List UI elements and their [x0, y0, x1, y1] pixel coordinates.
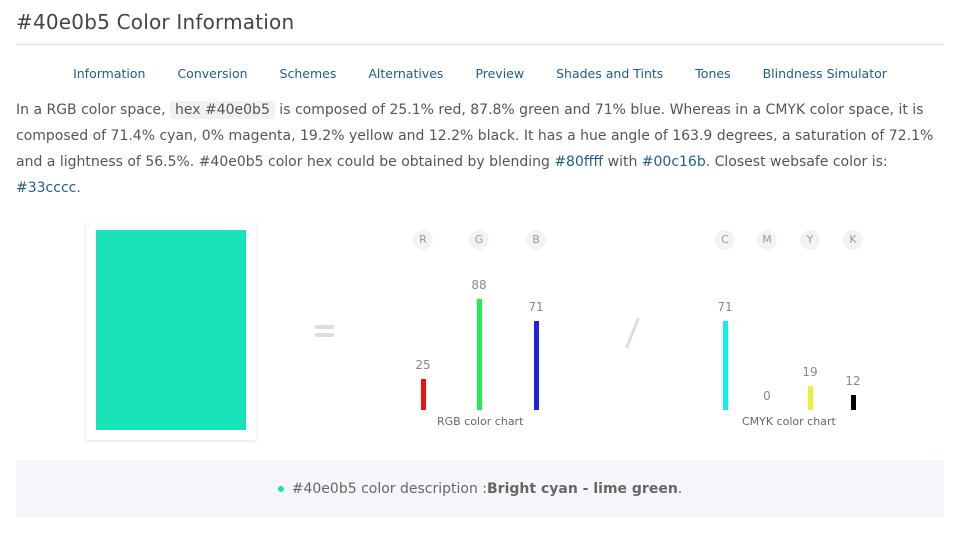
tab-information[interactable]: Information — [73, 66, 146, 81]
summary-text-3: with — [603, 154, 642, 170]
websafe-color-link[interactable]: #33cccc — [16, 180, 77, 196]
cmyk-k-bar — [850, 394, 856, 410]
cmyk-k-channel-icon: K — [843, 230, 863, 250]
equals-icon — [315, 325, 334, 341]
cmyk-chart-label: CMYK color chart — [742, 415, 836, 428]
bullet-dot-icon — [277, 485, 284, 492]
tab-conversion[interactable]: Conversion — [177, 66, 248, 81]
rgb-g-bar — [476, 299, 482, 410]
color-description-name: Bright cyan - lime green — [487, 480, 678, 497]
cmyk-m-channel-icon: M — [757, 230, 777, 250]
page-title: #40e0b5 Color Information — [16, 10, 295, 34]
tab-alternatives[interactable]: Alternatives — [368, 66, 444, 81]
color-swatch — [96, 230, 246, 430]
rgb-g-channel-icon: G — [469, 230, 489, 250]
blend-color-link-2[interactable]: #00c16b — [641, 154, 706, 170]
section-tabs: Information Conversion Schemes Alternati… — [16, 66, 944, 81]
title-divider — [16, 44, 944, 45]
tab-tones[interactable]: Tones — [695, 66, 731, 81]
cmyk-c-channel-icon: C — [715, 230, 735, 250]
cmyk-m-value-label: 0 — [763, 389, 771, 403]
cmyk-c-bar — [722, 320, 728, 410]
rgb-r-value-label: 25 — [415, 357, 431, 372]
cmyk-y-value-label: 19 — [802, 365, 818, 380]
color-description-box: #40e0b5 color description : Bright cyan … — [16, 460, 944, 517]
color-swatch-card — [86, 222, 256, 440]
summary-text-5: . — [76, 180, 81, 196]
blend-color-link-1[interactable]: #80ffff — [554, 154, 604, 170]
tab-schemes[interactable]: Schemes — [279, 66, 337, 81]
rgb-b-value-label: 71 — [528, 299, 544, 314]
cmyk-y-channel-icon: Y — [800, 230, 820, 250]
rgb-g-value-label: 88 — [471, 278, 487, 293]
color-summary-paragraph: In a RGB color space, hex #40e0b5 is com… — [16, 97, 948, 201]
summary-text-2: is composed of 25.1% red, 87.8% green an… — [16, 102, 934, 170]
rgb-r-channel-icon: R — [413, 230, 433, 250]
summary-text-1: In a RGB color space, — [16, 102, 171, 118]
rgb-r-bar — [420, 378, 426, 410]
color-description-suffix: . — [677, 480, 683, 497]
tab-shades-and-tints[interactable]: Shades and Tints — [556, 66, 664, 81]
cmyk-c-value-label: 71 — [717, 299, 733, 314]
slash-icon — [625, 317, 640, 349]
tab-blindness-simulator[interactable]: Blindness Simulator — [762, 66, 887, 81]
summary-text-4: . Closest websafe color is: — [705, 154, 888, 170]
hex-code-tag: hex #40e0b5 — [170, 101, 275, 119]
cmyk-y-bar — [807, 386, 813, 410]
rgb-b-channel-icon: B — [526, 230, 546, 250]
color-description-prefix: #40e0b5 color description : — [291, 480, 488, 497]
tab-preview[interactable]: Preview — [475, 66, 525, 81]
rgb-b-bar — [533, 320, 539, 410]
rgb-chart-label: RGB color chart — [437, 415, 524, 428]
cmyk-k-value-label: 12 — [845, 373, 861, 388]
